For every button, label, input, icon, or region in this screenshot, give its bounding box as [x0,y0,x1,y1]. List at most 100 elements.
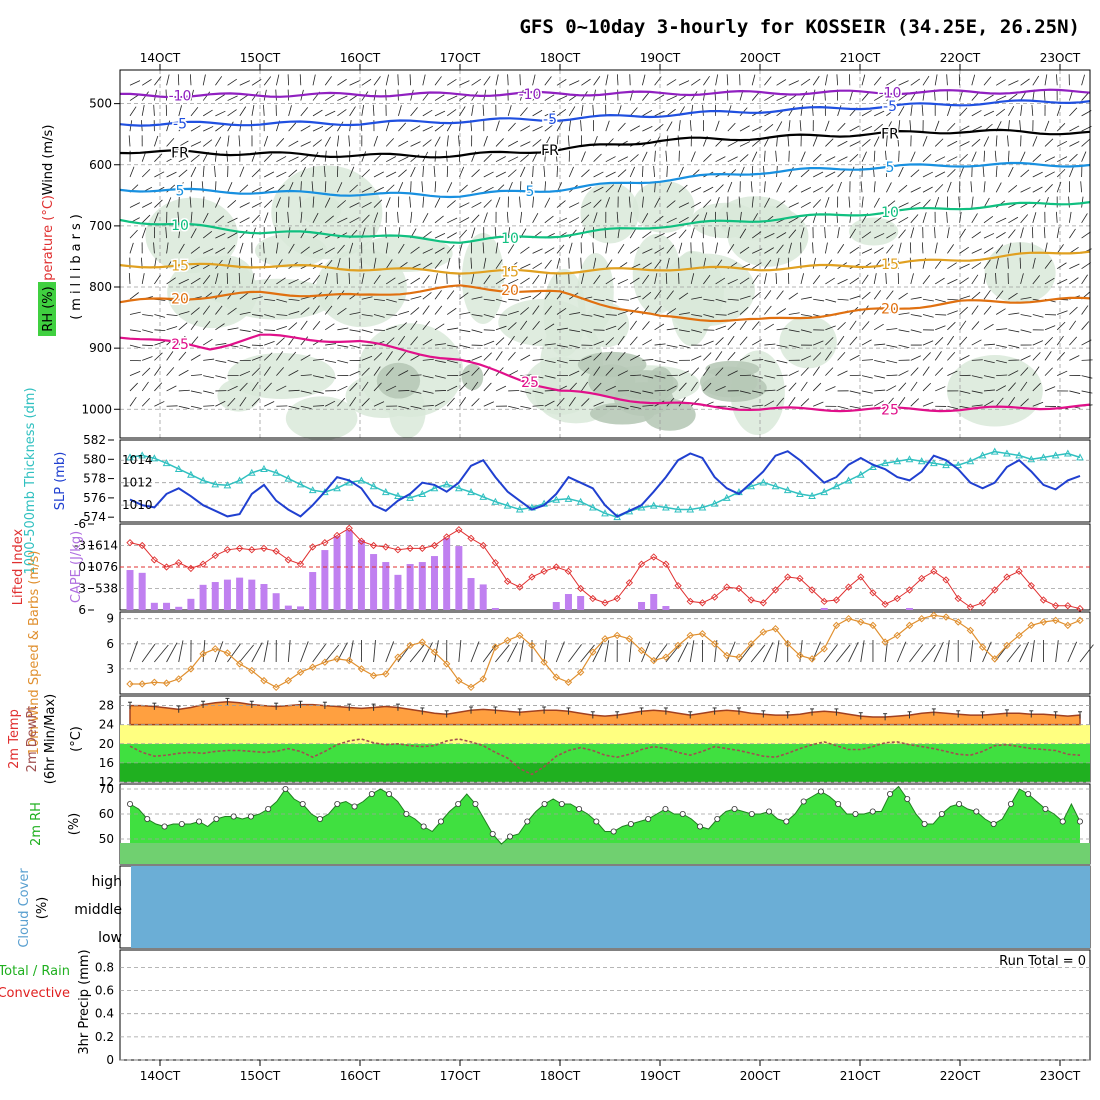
upper-barb [312,74,316,86]
upper-barb [886,182,892,193]
upper-barb [422,292,432,300]
upper-barb [1032,382,1041,392]
thickness-marker [174,464,183,472]
li-marker [966,603,975,611]
upper-barb [898,229,906,239]
precip-tick-label: 0.8 [95,960,114,974]
upper-barb [703,314,715,318]
upper-barb [410,405,422,409]
upper-barb [715,242,718,254]
upper-barb [459,329,471,333]
rh2m-marker [368,791,375,798]
dew2m-ylabel: 2m DewPt [25,706,40,773]
upper-barb [214,165,216,178]
wind10m-marker [248,666,256,675]
upper-barb [507,335,515,346]
upper-barb [666,182,672,193]
upper-barb [958,196,960,208]
upper-barb [568,120,571,132]
upper-barb [129,344,141,349]
wind10m-marker [771,625,780,633]
upper-barb [361,151,367,162]
upper-barb [324,305,333,315]
upper-barb [996,374,1008,377]
precip-ylabel-conv: Convective [0,986,70,1001]
upper-barb [605,351,613,361]
wind10m-barb [896,641,907,663]
wind10m-panel: 369 10m Wind Speed & Barbs (m/s) [27,551,1094,755]
upper-barb [459,106,466,117]
li-marker [126,538,134,547]
upper-barb [617,322,627,331]
upper-barb [202,139,213,147]
isotherm-label: 10 [171,218,189,234]
rh2m-marker [835,801,842,808]
upper-barb [739,154,749,162]
upper-barb [410,166,416,178]
upper-barb [556,121,563,132]
upper-barb [567,135,570,147]
upper-barb [751,291,761,300]
upper-barb [434,197,441,208]
upper-barb [337,307,347,315]
upper-barb [483,212,488,223]
wind10m-barb [519,640,524,663]
upper-barb [508,278,519,285]
temp-tick-label: 24 [99,718,114,732]
upper-barb [569,202,580,208]
wind10m-marker [808,655,816,663]
upper-barb [885,150,887,162]
isotherm-label: FR [541,143,559,159]
upper-barb [556,257,561,269]
upper-barb [337,327,349,331]
upper-barb [1044,242,1048,254]
upper-barb [337,257,341,269]
upper-barb [593,212,598,223]
thickness-marker [1051,451,1060,459]
wind10m-marker [917,614,926,623]
upper-barb [727,227,730,239]
upper-barb [788,229,797,239]
cloud-level-high: high [91,874,122,890]
thickness-marker [515,505,524,513]
upper-barb [959,246,969,254]
upper-barb [190,390,202,394]
upper-barb [349,106,356,117]
wind10m-marker [991,655,999,663]
rh-blob [461,232,505,324]
upper-barb [983,215,994,224]
wind10m-barb [287,640,291,663]
top-date-label: 18OCT [540,51,581,65]
wind10m-marker [1076,616,1084,625]
cape-bar [211,582,219,610]
rh2m-marker [869,808,876,815]
upper-barb [995,232,1006,239]
upper-barb [994,150,997,162]
upper-barb [1080,181,1082,193]
rh-blob-dark [705,360,760,377]
upper-barb [544,181,546,193]
upper-barb [373,212,379,223]
upper-barb [605,314,617,316]
upper-barb [690,398,700,407]
upper-barb [665,150,668,162]
wind10m-barb [921,644,936,663]
upper-barb [617,122,626,132]
upper-ylabel-rh: RH (%) [41,286,56,331]
upper-barb [995,244,1004,254]
band-12-16 [120,763,1090,782]
upper-barb [702,242,704,254]
upper-barb [312,212,319,224]
li-marker [418,544,426,553]
upper-barb [861,274,869,285]
upper-barb [434,305,443,315]
upper-barb [605,259,613,269]
cape-bar [260,584,268,610]
upper-barb [800,201,811,208]
thickness-marker [613,513,622,521]
upper-barb [1032,257,1036,269]
upper-barb [459,229,468,239]
upper-barb [373,314,385,318]
upper-barb [825,184,834,193]
